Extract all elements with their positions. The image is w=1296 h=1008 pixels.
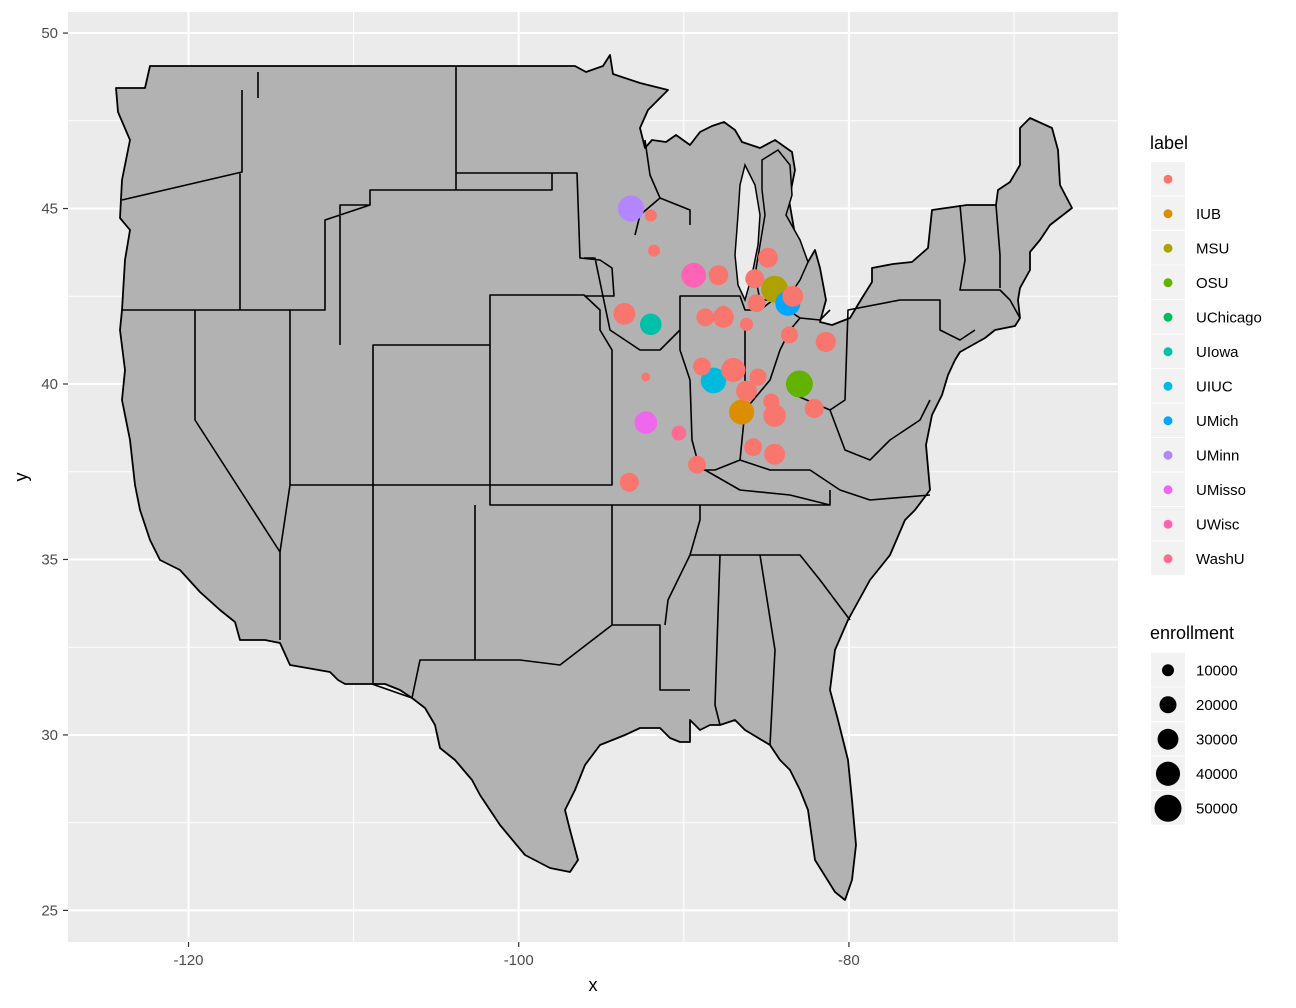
x-tick-label: -100 [504, 952, 534, 969]
size-legend-label: 10000 [1196, 662, 1238, 679]
color-legend-label: OSU [1196, 275, 1229, 292]
size-legend-swatch [1155, 761, 1181, 786]
color-legend-label: UIowa [1196, 344, 1239, 361]
color-legend-swatch [1163, 278, 1173, 288]
lake-michigan [734, 162, 761, 303]
data-point [815, 331, 836, 352]
color-legend-label: IUB [1196, 206, 1221, 223]
color-legend-swatch [1163, 243, 1173, 253]
size-legend-swatch [1157, 728, 1179, 750]
y-tick-label: 25 [41, 902, 58, 919]
y-axis-title: y [11, 473, 31, 482]
x-axis: -120 -100 -80 [174, 942, 860, 969]
data-point [780, 326, 798, 344]
color-legend-label: UMich [1196, 413, 1239, 430]
data-point [641, 372, 651, 382]
data-point [688, 455, 706, 474]
color-legend-swatch [1163, 450, 1173, 460]
color-legend-label: UChicago [1196, 309, 1262, 326]
size-legend-title: enrollment [1150, 623, 1234, 643]
color-legend-swatch [1163, 416, 1173, 426]
color-legend-label: UMinn [1196, 447, 1239, 464]
data-point [721, 357, 746, 383]
y-tick-label: 40 [41, 376, 58, 393]
data-point [634, 411, 658, 434]
data-point [763, 393, 780, 410]
color-legend-label: UMisso [1196, 482, 1246, 499]
size-legend-label: 30000 [1196, 731, 1238, 748]
color-legend-label: UIUC [1196, 378, 1233, 395]
color-legend-swatch [1163, 312, 1173, 322]
data-point [696, 308, 715, 327]
data-point [644, 209, 657, 222]
y-tick-label: 35 [41, 551, 58, 568]
size-legend-swatch [1162, 664, 1174, 677]
x-axis-title: x [589, 975, 598, 995]
color-legend-swatch [1163, 485, 1173, 495]
color-legend-swatch [1163, 347, 1173, 357]
data-point [619, 472, 639, 492]
color-legend-label: MSU [1196, 240, 1229, 257]
x-tick-label: -80 [838, 952, 860, 969]
data-point [736, 380, 757, 402]
data-point [749, 368, 767, 386]
size-legend: enrollment 10000 20000 30000 40000 50000 [1150, 623, 1238, 825]
data-point [739, 317, 754, 331]
x-tick-label: -120 [174, 952, 204, 969]
data-points [613, 195, 836, 492]
data-point [681, 262, 707, 288]
size-legend-swatch [1159, 696, 1177, 714]
color-legend-swatch [1163, 554, 1173, 564]
data-point [639, 313, 662, 336]
data-point [648, 244, 661, 257]
y-axis: 25 30 35 40 45 50 [41, 25, 68, 919]
data-point [708, 265, 729, 286]
color-legend-label: UWisc [1196, 516, 1240, 533]
size-legend-label: 40000 [1196, 766, 1238, 783]
data-point [715, 305, 732, 322]
color-legend-swatch [1163, 519, 1173, 529]
data-point [747, 294, 766, 313]
data-point [617, 195, 645, 222]
y-tick-label: 45 [41, 201, 58, 218]
data-point [764, 443, 786, 465]
size-legend-label: 20000 [1196, 697, 1238, 714]
data-point [804, 399, 824, 419]
us-map [115, 54, 1073, 901]
data-point [782, 285, 804, 307]
color-legend-swatch [1163, 209, 1173, 219]
color-legend-swatch [1163, 381, 1173, 391]
data-point [785, 370, 813, 398]
size-legend-label: 50000 [1196, 800, 1238, 817]
color-legend: label IUB MSU OSU UChicago UIowa UIUC UMich UMi… [1150, 133, 1262, 575]
data-point [700, 367, 727, 394]
data-point [744, 438, 763, 457]
data-point [745, 269, 765, 289]
size-legend-swatch [1154, 794, 1182, 822]
y-tick-label: 30 [41, 727, 58, 744]
data-point [763, 404, 786, 427]
color-legend-title: label [1150, 133, 1188, 153]
data-point [729, 399, 755, 425]
data-point [693, 357, 711, 376]
data-point [671, 425, 687, 441]
data-point [613, 302, 636, 325]
color-legend-label: WashU [1196, 551, 1245, 568]
us-landmass [115, 54, 1073, 901]
color-legend-swatch [1163, 174, 1173, 184]
data-point [758, 247, 778, 268]
y-tick-label: 50 [41, 25, 58, 42]
